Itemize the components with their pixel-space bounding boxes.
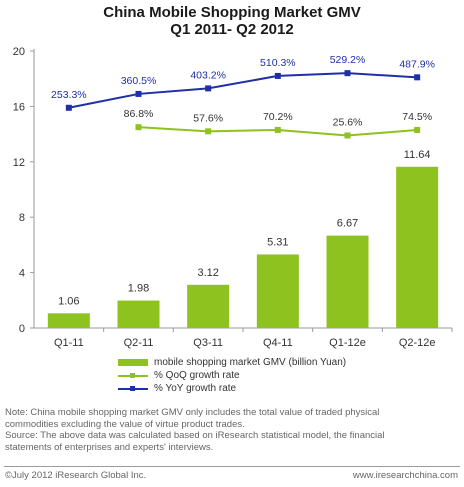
legend-swatch-yoy xyxy=(118,384,148,394)
y-tick-label: 0 xyxy=(19,323,25,335)
bar xyxy=(326,235,369,328)
line-data-label: 529.2% xyxy=(330,54,366,66)
series-point xyxy=(274,72,281,79)
bar xyxy=(187,284,230,328)
series-point xyxy=(274,126,281,133)
x-tick-labels: Q1-11 Q2-11 Q3-11 Q4-11 Q1-12e Q2-12e xyxy=(54,337,436,349)
series-point xyxy=(344,70,351,77)
chart-title: China Mobile Shopping Market GMV Q1 2011… xyxy=(0,4,464,38)
chart-note: Note: China mobile shopping market GMV o… xyxy=(5,407,460,453)
footer-divider xyxy=(4,466,460,467)
legend-item-qoq: % QoQ growth rate xyxy=(118,369,346,382)
chart-axes xyxy=(30,49,453,332)
series-point xyxy=(135,90,142,97)
bar-data-labels: 1.06 1.98 3.12 5.31 6.67 11.64 xyxy=(58,149,430,308)
line-data-label: 74.5% xyxy=(402,111,432,123)
line-data-label: 25.6% xyxy=(333,116,363,128)
x-tick-label: Q2-12e xyxy=(399,337,436,349)
bar xyxy=(117,300,160,328)
line-data-label: 70.2% xyxy=(263,111,293,123)
series-line xyxy=(68,72,418,109)
y-tick-label: 8 xyxy=(19,212,25,224)
y-tick-labels: 0 4 8 12 16 20 xyxy=(13,46,25,335)
y-tick-label: 16 xyxy=(13,101,25,113)
chart-legend: mobile shopping market GMV (billion Yuan… xyxy=(118,356,346,395)
website-text: www.iresearchchina.com xyxy=(352,470,458,481)
bar xyxy=(47,313,90,328)
bar-value-label: 11.64 xyxy=(404,149,431,161)
x-tick-label: Q1-11 xyxy=(54,337,84,349)
series-point xyxy=(205,85,212,92)
note-line-2: commodities excluding the value of virtu… xyxy=(5,418,245,430)
line-data-label: 57.6% xyxy=(193,112,223,124)
line-series xyxy=(65,70,421,139)
bar-value-label: 1.06 xyxy=(58,295,79,307)
legend-label-qoq: % QoQ growth rate xyxy=(154,370,240,381)
x-tick-label: Q1-12e xyxy=(329,337,366,349)
note-line-1: Note: China mobile shopping market GMV o… xyxy=(5,407,380,418)
series-point xyxy=(414,126,421,133)
bar-value-label: 6.67 xyxy=(337,218,358,230)
source-line-1: Source: The above data was calculated ba… xyxy=(5,430,385,441)
x-tick-label: Q2-11 xyxy=(124,337,154,349)
bar-series xyxy=(47,166,439,328)
series-point xyxy=(65,104,72,111)
legend-swatch-gmv xyxy=(118,359,148,366)
series-point xyxy=(135,124,142,131)
y-tick-label: 20 xyxy=(13,46,25,58)
x-tick-label: Q3-11 xyxy=(193,337,223,349)
source-line-2: statements of enterprises and experts' i… xyxy=(5,441,214,453)
bar-value-label: 1.98 xyxy=(128,283,149,295)
legend-item-yoy: % YoY growth rate xyxy=(118,382,346,395)
line-data-labels: 86.8% 57.6% 70.2% 25.6% 74.5% 253.3% 360.5% 403… xyxy=(51,54,435,128)
y-tick-label: 4 xyxy=(19,268,25,280)
legend-label-yoy: % YoY growth rate xyxy=(154,383,237,394)
line-data-label: 86.8% xyxy=(124,108,154,120)
bar xyxy=(256,254,299,328)
title-line-1: China Mobile Shopping Market GMV xyxy=(103,4,361,21)
x-tick-label: Q4-11 xyxy=(263,337,293,349)
bar xyxy=(396,166,439,328)
legend-swatch-qoq xyxy=(118,371,148,381)
copyright-text: ©July 2012 iResearch Global Inc. xyxy=(5,470,147,481)
bar-value-label: 3.12 xyxy=(197,267,218,279)
line-data-label: 487.9% xyxy=(399,58,435,70)
title-line-2: Q1 2011- Q2 2012 xyxy=(170,21,294,38)
line-data-label: 253.3% xyxy=(51,89,87,101)
chart-plot: 1.06 1.98 3.12 5.31 6.67 11.64 86.8% 57.6% 70.2… xyxy=(13,46,453,349)
y-tick-label: 12 xyxy=(13,157,25,169)
line-data-label: 510.3% xyxy=(260,57,296,69)
series-point xyxy=(414,74,421,81)
line-data-label: 360.5% xyxy=(121,75,157,87)
bar-value-label: 5.31 xyxy=(267,236,288,248)
line-data-label: 403.2% xyxy=(190,69,226,81)
legend-item-gmv: mobile shopping market GMV (billion Yuan… xyxy=(118,356,346,369)
series-point xyxy=(344,132,351,139)
legend-label-gmv: mobile shopping market GMV (billion Yuan… xyxy=(154,357,347,368)
series-point xyxy=(205,128,212,135)
